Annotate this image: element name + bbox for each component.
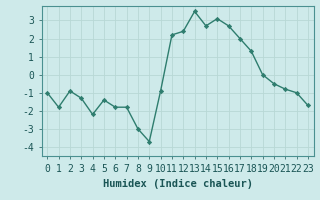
X-axis label: Humidex (Indice chaleur): Humidex (Indice chaleur)	[103, 179, 252, 189]
